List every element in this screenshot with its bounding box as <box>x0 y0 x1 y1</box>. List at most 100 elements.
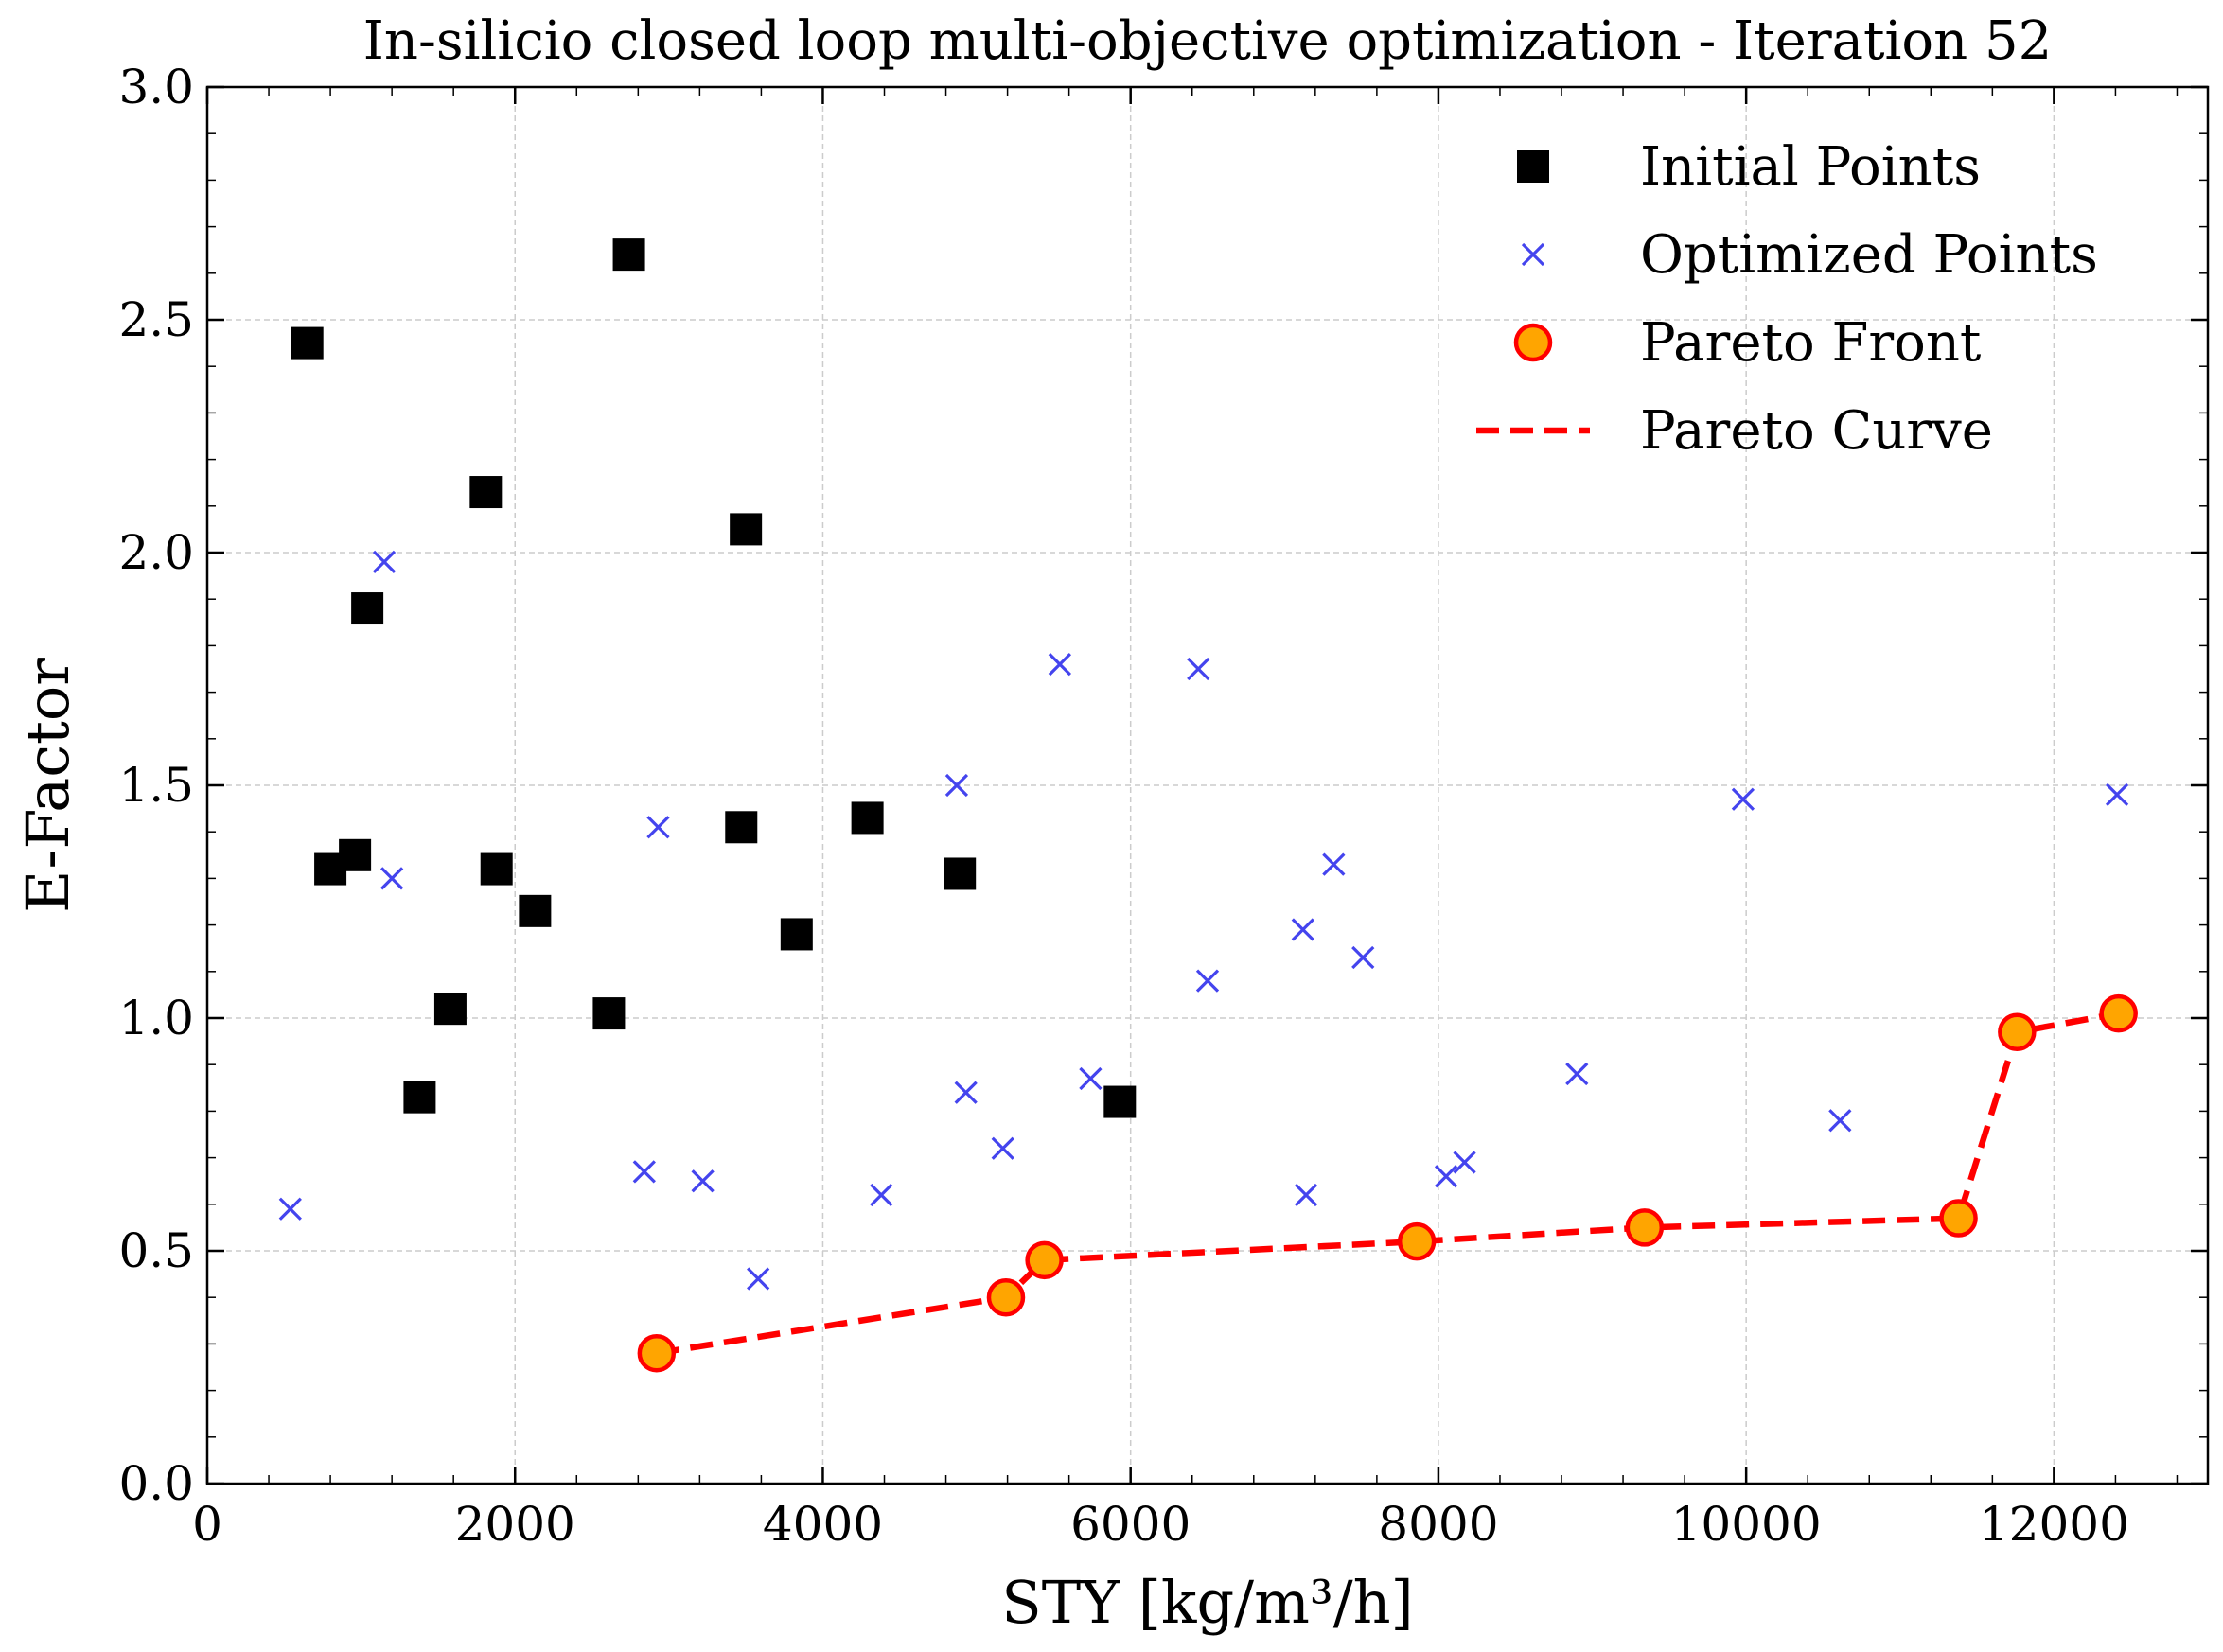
legend-label: Initial Points <box>1640 136 1981 198</box>
x-marker-stroke <box>1079 1066 1103 1091</box>
x-marker-stroke <box>1048 652 1072 677</box>
optimized-point <box>1291 918 1314 941</box>
y-tick-label: 0.5 <box>118 1223 194 1278</box>
plot-frame <box>205 85 2210 1485</box>
initial-point <box>725 811 758 844</box>
x-marker-stroke <box>1294 1183 1318 1207</box>
initial-point <box>480 852 513 886</box>
initial-point <box>612 238 645 272</box>
x-marker-stroke <box>954 1081 978 1104</box>
optimized-point <box>747 1267 770 1291</box>
optimized-point <box>1351 945 1375 970</box>
chart-title: In-silicio closed loop multi-objective o… <box>363 10 2052 72</box>
pareto-front-point <box>2099 993 2138 1033</box>
initial-point <box>469 476 503 509</box>
x-tick-label: 4000 <box>763 1497 883 1552</box>
x-tick-label: 10000 <box>1671 1497 1822 1552</box>
x-marker-stroke <box>870 1183 893 1207</box>
initial-point <box>592 997 626 1030</box>
y-axis-label: E-Factor <box>13 658 82 913</box>
optimized-point <box>278 1197 302 1221</box>
x-tick-label: 12000 <box>1979 1497 2129 1552</box>
pareto-front-point <box>1939 1199 1978 1238</box>
optimized-point <box>870 1183 893 1207</box>
optimized-point <box>632 1160 656 1184</box>
x-marker-stroke <box>1434 1165 1458 1188</box>
x-tick-label: 0 <box>192 1497 222 1552</box>
x-marker-stroke <box>991 1136 1014 1160</box>
optimized-point <box>1187 657 1210 681</box>
initial-point <box>780 918 813 951</box>
optimized-point <box>1079 1066 1103 1091</box>
x-marker-stroke <box>1291 918 1314 941</box>
legend: Initial Points Optimized Points Pareto Fro… <box>1476 136 2098 462</box>
initial-point <box>1103 1085 1137 1118</box>
x-marker-stroke <box>1828 1109 1852 1133</box>
pareto-front-point <box>637 1333 677 1373</box>
initial-point <box>433 993 467 1026</box>
optimized-point <box>646 816 670 839</box>
data-series <box>278 238 2138 1373</box>
initial-point <box>339 838 372 871</box>
x-marker-stroke <box>1521 242 1545 267</box>
optimized-point <box>1565 1062 1589 1086</box>
x-marker-stroke <box>1351 945 1375 970</box>
x-marker-stroke <box>1187 657 1210 681</box>
initial-point <box>730 513 763 546</box>
pareto-front-point <box>1998 1012 2037 1052</box>
gridlines <box>207 87 2208 1484</box>
x-tick-label: 8000 <box>1378 1497 1498 1552</box>
pareto-front-point <box>986 1277 1026 1317</box>
optimized-point <box>944 773 969 798</box>
optimized-point <box>691 1169 715 1193</box>
optimized-point <box>1731 787 1755 811</box>
legend-optimized-point-marker <box>1521 242 1545 267</box>
optimized-point <box>1453 1151 1476 1174</box>
x-marker-stroke <box>691 1169 715 1193</box>
pareto-front-point <box>1025 1240 1064 1280</box>
legend-initial-point-marker <box>1517 150 1549 183</box>
optimized-point <box>1828 1109 1852 1133</box>
initial-point <box>351 592 384 625</box>
optimized-point <box>2105 782 2129 806</box>
x-axis-ticks: 0 2000 4000 6000 8000 10000 12000 <box>192 87 2129 1552</box>
legend-pareto-front-point-marker <box>1513 323 1553 362</box>
optimized-point <box>1195 969 1220 993</box>
optimized-point <box>991 1136 1014 1160</box>
legend-label: Optimized Points <box>1640 224 2098 286</box>
y-tick-label: 1.0 <box>118 991 194 1046</box>
pareto-front-point <box>1397 1221 1437 1261</box>
x-axis-label: STY [kg/m³/h] <box>1001 1568 1413 1637</box>
x-marker-stroke <box>632 1160 656 1184</box>
initial-point <box>403 1081 436 1114</box>
optimized-point <box>380 867 404 890</box>
optimized-point <box>1322 852 1346 876</box>
y-tick-label: 2.0 <box>118 525 194 580</box>
y-tick-label: 2.5 <box>118 292 194 347</box>
x-tick-label: 6000 <box>1070 1497 1191 1552</box>
initial-point <box>291 326 324 360</box>
pareto-front-point-group <box>637 993 2138 1373</box>
y-tick-label: 0.0 <box>118 1456 194 1511</box>
pareto-curve-line <box>656 1010 2120 1357</box>
x-marker-stroke <box>747 1267 770 1291</box>
y-tick-label: 1.5 <box>118 758 194 813</box>
y-tick-label: 3.0 <box>118 60 194 114</box>
x-marker-stroke <box>1565 1062 1589 1086</box>
optimized-point <box>372 550 397 573</box>
pareto-front-point <box>1625 1208 1665 1247</box>
x-marker-stroke <box>1731 787 1755 811</box>
optimized-point <box>954 1081 978 1104</box>
x-marker-stroke <box>380 867 404 890</box>
initial-point <box>851 801 884 835</box>
minor-ticks <box>207 87 2208 1484</box>
optimized-point <box>1434 1165 1458 1188</box>
x-marker-stroke <box>2105 782 2129 806</box>
x-marker-stroke <box>1322 852 1346 876</box>
x-tick-label: 2000 <box>455 1497 575 1552</box>
x-marker-stroke <box>646 816 670 839</box>
legend-label: Pareto Curve <box>1640 400 1993 462</box>
x-marker-stroke <box>1453 1151 1476 1174</box>
optimized-point <box>1294 1183 1318 1207</box>
